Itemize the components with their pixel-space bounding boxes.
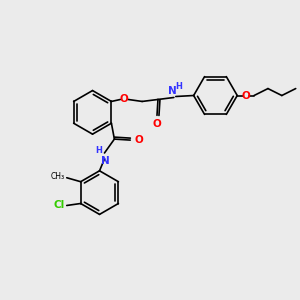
Text: O: O (242, 91, 250, 100)
Text: O: O (153, 119, 161, 129)
Text: N: N (101, 156, 110, 166)
Text: H: H (96, 146, 103, 154)
Text: N: N (169, 85, 177, 96)
Text: CH₃: CH₃ (51, 172, 65, 181)
Text: H: H (175, 82, 182, 91)
Text: O: O (134, 135, 143, 145)
Text: O: O (120, 94, 129, 104)
Text: Cl: Cl (53, 200, 65, 211)
